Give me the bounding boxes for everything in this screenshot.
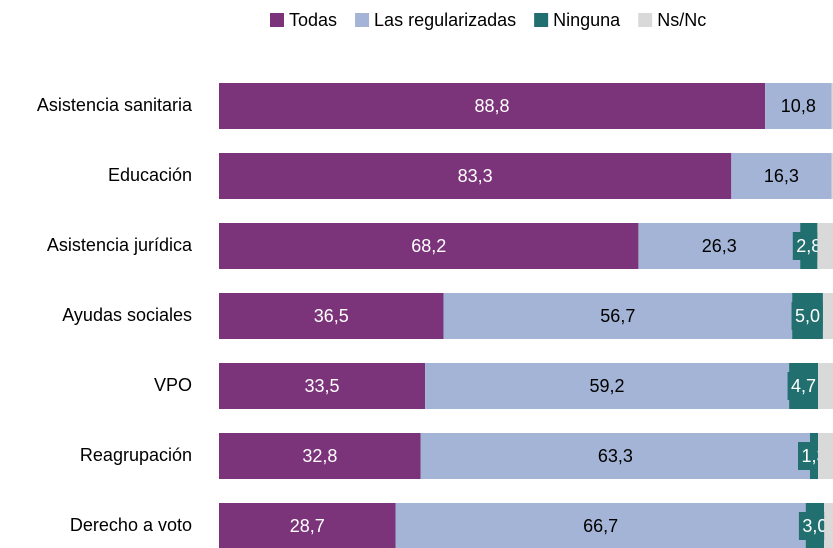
- bar-segment: [638, 223, 801, 269]
- bar-segment: [425, 363, 790, 409]
- data-label: 32,8: [302, 446, 337, 466]
- data-label: 26,3: [702, 236, 737, 256]
- data-label: 3,0: [802, 516, 827, 536]
- bar-segment: [219, 83, 766, 129]
- bar-segment: [818, 363, 833, 409]
- data-label: 68,2: [411, 236, 446, 256]
- legend-swatch: [355, 13, 370, 27]
- y-tick-label: Derecho a voto: [70, 515, 192, 535]
- bar-segment: [219, 153, 732, 199]
- data-label: 88,8: [475, 96, 510, 116]
- bar-segment: [824, 503, 833, 548]
- y-tick-label: Reagrupación: [80, 445, 192, 465]
- data-label: 16,3: [764, 166, 799, 186]
- data-label: 2,8: [796, 236, 821, 256]
- bar-segment: [443, 293, 793, 339]
- data-label: 63,3: [598, 446, 633, 466]
- legend-label: Ns/Nc: [657, 10, 706, 30]
- data-label: 5,0: [795, 306, 820, 326]
- label-bg: [787, 372, 820, 400]
- legend-label: Ninguna: [553, 10, 621, 30]
- data-label: 28,7: [290, 516, 325, 536]
- bar-segment: [818, 433, 833, 479]
- y-tick-label: Ayudas sociales: [62, 305, 192, 325]
- bar-segment: [822, 293, 833, 339]
- legend-label: Todas: [289, 10, 337, 30]
- bar-segment: [831, 83, 833, 129]
- legend-label: Las regularizadas: [374, 10, 516, 30]
- data-label: 56,7: [600, 306, 635, 326]
- data-label: 59,2: [590, 376, 625, 396]
- data-label: 83,3: [458, 166, 493, 186]
- legend-swatch: [534, 13, 549, 27]
- y-tick-label: Educación: [108, 165, 192, 185]
- y-tick-label: Asistencia sanitaria: [37, 95, 193, 115]
- data-label: 33,5: [304, 376, 339, 396]
- y-tick-label: Asistencia jurídica: [47, 235, 193, 255]
- bar-segment: [765, 83, 832, 129]
- bar-segment: [395, 503, 806, 548]
- bar-segment: [831, 153, 833, 199]
- bar-segment: [219, 223, 639, 269]
- legend-swatch: [638, 13, 653, 27]
- bar-segment: [731, 153, 832, 199]
- bar-segment: [219, 293, 444, 339]
- bar-segment: [219, 503, 396, 548]
- bar-segment: [817, 223, 833, 269]
- data-label: 4,7: [791, 376, 816, 396]
- bar-segment: [219, 363, 426, 409]
- data-label: 66,7: [583, 516, 618, 536]
- legend-swatch: [270, 13, 284, 27]
- data-label: 36,5: [314, 306, 349, 326]
- y-tick-label: VPO: [154, 375, 192, 395]
- bar-segment: [219, 433, 421, 479]
- label-bg: [791, 302, 824, 330]
- data-label: 10,8: [781, 96, 816, 116]
- bar-segment: [420, 433, 811, 479]
